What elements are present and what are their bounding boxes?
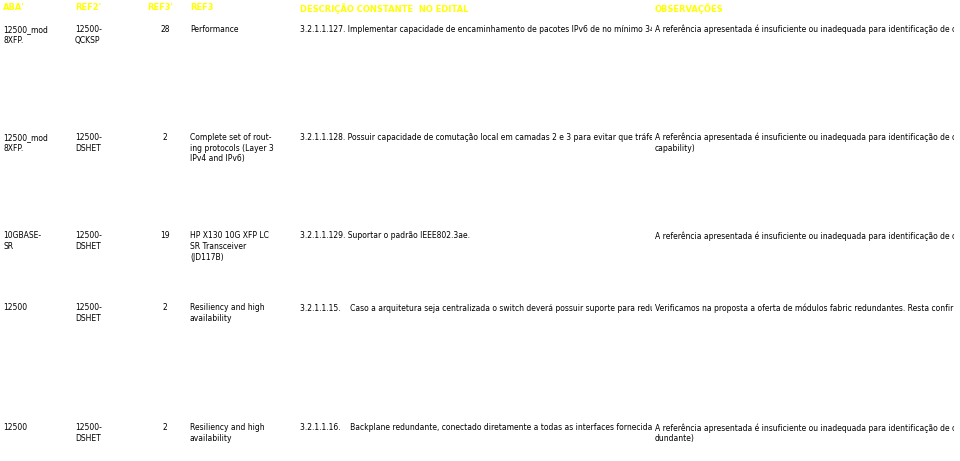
Text: 12500-
DSHET: 12500- DSHET — [75, 133, 102, 153]
Text: Resiliency and high
availability: Resiliency and high availability — [190, 303, 265, 323]
Text: 3.2.1.1.15.    Caso a arquitetura seja centralizada o switch deverá possuir supo: 3.2.1.1.15. Caso a arquitetura seja cent… — [300, 303, 960, 313]
Text: 12500_mod
8XFP.: 12500_mod 8XFP. — [3, 25, 48, 45]
Text: 12500-
DSHET: 12500- DSHET — [75, 303, 102, 323]
Text: REF3': REF3' — [147, 3, 173, 12]
Text: A referência apresentada é insuficiente ou inadequada para identificação de conf: A referência apresentada é insuficiente … — [655, 25, 960, 35]
Text: 2: 2 — [162, 423, 167, 432]
Text: Performance: Performance — [190, 25, 238, 34]
Text: 28: 28 — [160, 25, 170, 34]
Text: ABA': ABA' — [3, 3, 25, 12]
Text: 10GBASE-
SR: 10GBASE- SR — [3, 231, 41, 251]
Text: 12500: 12500 — [3, 423, 27, 432]
Text: HP X130 10G XFP LC
SR Transceiver
(JD117B): HP X130 10G XFP LC SR Transceiver (JD117… — [190, 231, 269, 261]
Text: 19: 19 — [160, 231, 170, 240]
Text: REF2': REF2' — [75, 3, 101, 12]
Text: 3.2.1.1.16.    Backplane redundante, conectado diretamente a todas as interfaces: 3.2.1.1.16. Backplane redundante, conect… — [300, 423, 659, 432]
Text: 12500-
DSHET: 12500- DSHET — [75, 231, 102, 251]
Text: Complete set of rout-
ing protocols (Layer 3
IPv4 and IPv6): Complete set of rout- ing protocols (Lay… — [190, 133, 274, 164]
Text: 2: 2 — [162, 133, 167, 142]
Text: 2: 2 — [162, 303, 167, 312]
Text: 3.2.1.1.127. Implementar capacidade de encaminhamento de pacotes IPv6 de no míni: 3.2.1.1.127. Implementar capacidade de e… — [300, 25, 960, 34]
Text: DESCRIÇÃO CONSTANTE  NO EDITAL: DESCRIÇÃO CONSTANTE NO EDITAL — [300, 3, 468, 14]
Text: OBSERVAÇÕES: OBSERVAÇÕES — [655, 3, 724, 14]
Text: Resiliency and high
availability: Resiliency and high availability — [190, 423, 265, 443]
Text: 3.2.1.1.128. Possuir capacidade de comutação local em camadas 2 e 3 para evitar : 3.2.1.1.128. Possuir capacidade de comut… — [300, 133, 922, 142]
Text: A referência apresentada é insuficiente ou inadequada para identificação de conf: A referência apresentada é insuficiente … — [655, 423, 960, 443]
Text: A referência apresentada é insuficiente ou inadequada para identificação de conf: A referência apresentada é insuficiente … — [655, 231, 960, 241]
Text: 12500: 12500 — [3, 303, 27, 312]
Text: REF3: REF3 — [190, 3, 213, 12]
Text: 12500_mod
8XFP.: 12500_mod 8XFP. — [3, 133, 48, 153]
Text: Verificamos na proposta a oferta de módulos fabric redundantes. Resta confirmar : Verificamos na proposta a oferta de módu… — [655, 303, 960, 313]
Text: 12500-
DSHET: 12500- DSHET — [75, 423, 102, 443]
Text: 3.2.1.1.129. Suportar o padrão IEEE802.3ae.: 3.2.1.1.129. Suportar o padrão IEEE802.3… — [300, 231, 470, 240]
Text: 12500-
QCKSP: 12500- QCKSP — [75, 25, 102, 45]
Text: A referência apresentada é insuficiente ou inadequada para identificação de conf: A referência apresentada é insuficiente … — [655, 133, 960, 153]
